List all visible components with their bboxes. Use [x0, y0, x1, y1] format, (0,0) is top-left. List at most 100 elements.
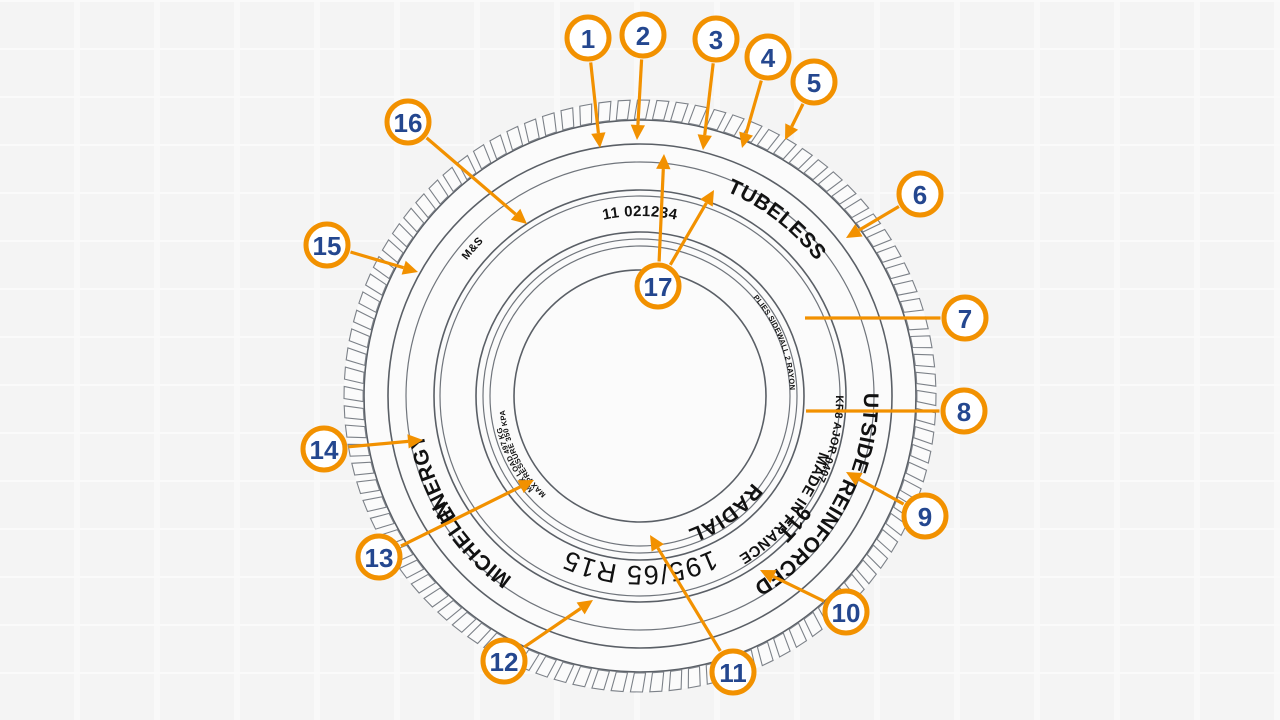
leader-arrowhead-15 [401, 260, 418, 275]
tread-block [899, 297, 924, 313]
callout-marker-9[interactable]: 9 [901, 492, 949, 540]
callout-marker-15[interactable]: 15 [303, 221, 351, 269]
leader-line-15 [350, 250, 405, 270]
callout-ring-7[interactable] [941, 294, 989, 342]
callout-marker-4[interactable]: 4 [744, 33, 792, 81]
tread-block [553, 661, 575, 684]
tread-block [398, 559, 425, 579]
tread-block [506, 125, 524, 151]
tread-block [803, 158, 829, 181]
leader-line-1 [589, 62, 600, 134]
tread-block [591, 669, 611, 691]
tread-block [831, 184, 857, 205]
callout-ring-17[interactable] [634, 262, 682, 310]
tread-block [372, 255, 395, 280]
callout-marker-10[interactable]: 10 [822, 588, 870, 636]
leader-arrowhead-16 [510, 208, 527, 224]
tread-block [344, 424, 367, 439]
tread-block [843, 198, 870, 219]
callout-number-10: 10 [832, 598, 861, 628]
callout-ring-6[interactable] [896, 170, 944, 218]
leader-line-2 [636, 59, 644, 126]
tread-block [343, 405, 365, 421]
tread-block [415, 192, 437, 219]
callout-marker-1[interactable]: 1 [564, 14, 612, 62]
leader-line-17 [657, 168, 665, 262]
tread-block [572, 665, 593, 688]
callout-ring-2[interactable] [619, 11, 667, 59]
callout-marker-6[interactable]: 6 [896, 170, 944, 218]
leader-arrowhead-5 [785, 123, 799, 140]
leader-line-9 [858, 477, 905, 506]
callout-marker-13[interactable]: 13 [355, 533, 403, 581]
callout-marker-12[interactable]: 12 [480, 637, 528, 685]
leader-line-6 [858, 205, 900, 232]
tread-block [489, 134, 508, 160]
leader-arrowhead-13 [517, 480, 534, 494]
tread-block [817, 171, 844, 193]
callout-ring-10[interactable] [822, 588, 870, 636]
callout-number-15: 15 [313, 231, 342, 261]
callout-marker-3[interactable]: 3 [692, 15, 740, 63]
tread-block [772, 632, 791, 658]
leader-arrowhead-3 [697, 134, 712, 150]
tread-block [909, 335, 933, 349]
tread-block [909, 443, 932, 464]
callout-marker-7[interactable]: 7 [941, 294, 989, 342]
callout-ring-9[interactable] [901, 492, 949, 540]
tread-block [541, 112, 557, 137]
tread-block [649, 671, 665, 693]
callout-number-14: 14 [310, 435, 339, 465]
leader-line-17 [668, 202, 708, 266]
tread-block [892, 279, 918, 296]
callout-number-3: 3 [709, 25, 723, 55]
callout-ring-13[interactable] [355, 533, 403, 581]
callout-ring-5[interactable] [790, 58, 838, 106]
callout-ring-14[interactable] [300, 425, 348, 473]
callout-number-12: 12 [490, 647, 519, 677]
tread-block [560, 107, 575, 131]
callout-ring-16[interactable] [384, 98, 432, 146]
callout-number-5: 5 [807, 68, 821, 98]
callout-marker-17[interactable]: 17 [634, 262, 682, 310]
leader-line-13 [400, 485, 522, 548]
callout-marker-14[interactable]: 14 [300, 425, 348, 473]
callout-ring-3[interactable] [692, 15, 740, 63]
callout-ring-1[interactable] [564, 14, 612, 62]
callout-ring-4[interactable] [744, 33, 792, 81]
leader-line-5 [790, 103, 805, 128]
leader-arrowhead-12 [576, 600, 593, 615]
callout-marker-2[interactable]: 2 [619, 11, 667, 59]
callout-ring-8[interactable] [940, 387, 988, 435]
tread-block [876, 245, 902, 264]
tread-block [687, 665, 701, 689]
callout-marker-8[interactable]: 8 [940, 387, 988, 435]
tread-block [579, 103, 593, 127]
leader-line-14 [348, 439, 409, 449]
callout-ring-15[interactable] [303, 221, 351, 269]
leader-arrowhead-2 [630, 124, 645, 140]
callout-ring-11[interactable] [709, 648, 757, 696]
tire-body [344, 100, 936, 692]
tread-block [356, 479, 381, 495]
tread-block [343, 385, 364, 403]
callout-marker-5[interactable]: 5 [790, 58, 838, 106]
tread-block [535, 655, 558, 678]
callout-marker-16[interactable]: 16 [384, 98, 432, 146]
callout-marker-11[interactable]: 11 [709, 648, 757, 696]
tread-block [905, 461, 928, 483]
leader-line-16 [425, 136, 517, 216]
callout-ring-12[interactable] [480, 637, 528, 685]
tread-block [915, 371, 937, 387]
callout-number-1: 1 [581, 24, 595, 54]
tread-block [343, 366, 365, 385]
leader-arrowhead-17 [700, 190, 714, 207]
callout-number-4: 4 [761, 43, 776, 73]
callout-leader-lines [348, 59, 941, 652]
tread-block [348, 328, 371, 349]
callout-number-2: 2 [636, 21, 650, 51]
tread-block [916, 389, 937, 407]
tread-block [423, 587, 449, 608]
tread-block [610, 671, 629, 693]
